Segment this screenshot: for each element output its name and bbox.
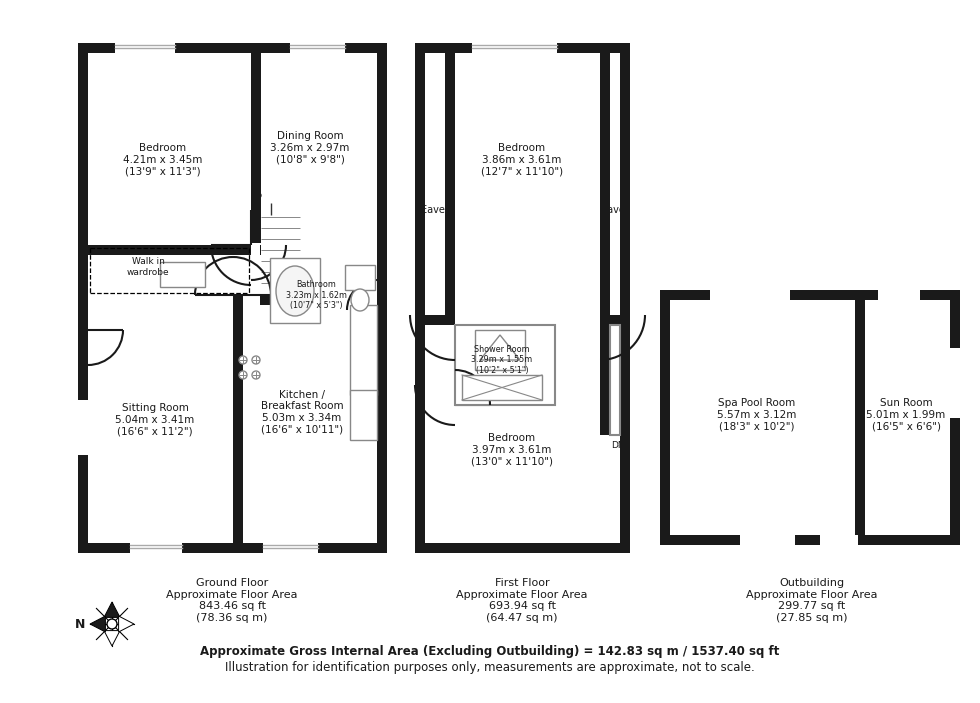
Bar <box>377 43 387 553</box>
Bar <box>740 535 795 545</box>
Text: Eaves: Eaves <box>601 205 629 215</box>
Text: Ground Floor
Approximate Floor Area
843.46 sq ft
(78.36 sq m): Ground Floor Approximate Floor Area 843.… <box>167 578 298 623</box>
Bar <box>660 535 960 545</box>
Text: Spa Pool Room
5.57m x 3.12m
(18'3" x 10'2"): Spa Pool Room 5.57m x 3.12m (18'3" x 10'… <box>717 399 797 432</box>
Text: Approximate Gross Internal Area (Excluding Outbuilding) = 142.83 sq m / 1537.40 : Approximate Gross Internal Area (Excludi… <box>200 645 780 659</box>
Bar <box>261 53 377 245</box>
Bar <box>88 53 251 245</box>
Text: Bedroom
4.21m x 3.45m
(13'9" x 11'3"): Bedroom 4.21m x 3.45m (13'9" x 11'3") <box>123 143 203 176</box>
Bar <box>610 53 620 315</box>
Bar <box>78 400 88 455</box>
Text: Walk in
wardrobe: Walk in wardrobe <box>126 257 170 277</box>
Text: Shower Room
3.29m x 1.55m
(10'2" x 5'1"): Shower Room 3.29m x 1.55m (10'2" x 5'1") <box>471 345 532 375</box>
Bar <box>425 53 445 315</box>
Bar <box>300 205 310 295</box>
Bar <box>660 290 960 300</box>
Circle shape <box>252 356 260 364</box>
Text: Bathroom
3.23m x 1.62m
(10'7" x 5'3"): Bathroom 3.23m x 1.62m (10'7" x 5'3") <box>285 280 347 310</box>
Text: Illustration for identification purposes only, measurements are approximate, not: Illustration for identification purposes… <box>225 662 755 674</box>
Ellipse shape <box>351 289 369 311</box>
Text: DN: DN <box>612 441 625 449</box>
Bar <box>243 305 377 543</box>
Bar <box>115 43 175 53</box>
Text: Sitting Room
5.04m x 3.41m
(16'6" x 11'2"): Sitting Room 5.04m x 3.41m (16'6" x 11'2… <box>116 404 195 437</box>
Bar <box>78 43 387 53</box>
Polygon shape <box>90 616 106 632</box>
Bar <box>260 245 270 350</box>
Bar <box>270 258 320 323</box>
Ellipse shape <box>276 266 314 316</box>
Bar <box>475 330 525 370</box>
Bar <box>820 535 858 545</box>
Circle shape <box>239 356 247 364</box>
Circle shape <box>107 619 117 629</box>
Bar <box>88 305 233 543</box>
Bar <box>233 295 243 553</box>
Bar <box>415 543 630 553</box>
Text: Bedroom
3.97m x 3.61m
(13'0" x 11'10"): Bedroom 3.97m x 3.61m (13'0" x 11'10") <box>471 434 553 467</box>
Bar <box>855 290 865 545</box>
Text: First Floor
Approximate Floor Area
693.94 sq ft
(64.47 sq m): First Floor Approximate Floor Area 693.9… <box>457 578 588 623</box>
Bar <box>600 325 610 435</box>
Bar <box>425 325 455 543</box>
Bar <box>290 43 345 53</box>
Bar <box>670 300 855 535</box>
Bar <box>600 43 610 315</box>
Text: Eaves: Eaves <box>420 205 450 215</box>
Bar <box>472 43 557 53</box>
Text: N: N <box>74 617 85 631</box>
Bar <box>260 340 387 350</box>
Polygon shape <box>119 616 134 632</box>
Bar <box>260 255 261 295</box>
Bar <box>270 350 377 543</box>
Bar <box>263 543 318 553</box>
Text: Dining Room
3.26m x 2.97m
(10'8" x 9'8"): Dining Room 3.26m x 2.97m (10'8" x 9'8") <box>270 131 350 165</box>
Bar <box>78 543 387 553</box>
Bar <box>610 435 620 543</box>
Bar <box>78 43 88 553</box>
Text: UP: UP <box>250 193 262 202</box>
Bar <box>270 255 377 350</box>
Bar <box>660 290 670 545</box>
Bar <box>620 43 630 553</box>
Polygon shape <box>104 631 120 646</box>
Bar <box>415 43 425 553</box>
Bar <box>865 300 950 535</box>
Bar <box>130 543 182 553</box>
Bar <box>345 265 375 290</box>
Bar <box>445 325 455 385</box>
Bar <box>455 53 600 315</box>
Bar <box>350 390 377 440</box>
Bar <box>415 315 630 325</box>
Text: Kitchen /
Breakfast Room
5.03m x 3.34m
(16'6" x 10'11"): Kitchen / Breakfast Room 5.03m x 3.34m (… <box>261 389 343 434</box>
Bar <box>878 290 920 300</box>
Text: Sun Room
5.01m x 1.99m
(16'5" x 6'6"): Sun Room 5.01m x 1.99m (16'5" x 6'6") <box>866 399 946 432</box>
Bar <box>350 305 377 395</box>
Bar <box>445 43 455 315</box>
Circle shape <box>252 371 260 379</box>
Bar <box>251 205 310 215</box>
Bar <box>710 290 790 300</box>
Circle shape <box>239 371 247 379</box>
Text: Outbuilding
Approximate Floor Area
299.77 sq ft
(27.85 sq m): Outbuilding Approximate Floor Area 299.7… <box>746 578 878 623</box>
Bar <box>950 290 960 545</box>
Bar <box>950 348 960 418</box>
Bar <box>455 325 555 405</box>
Bar <box>251 43 261 243</box>
Bar <box>88 255 251 295</box>
Bar <box>462 375 542 400</box>
Bar <box>455 315 600 325</box>
Bar <box>455 325 600 543</box>
Bar <box>261 215 310 295</box>
Bar <box>78 245 251 255</box>
Bar <box>160 262 205 287</box>
Polygon shape <box>104 602 120 617</box>
Bar <box>415 43 630 53</box>
Text: Bedroom
3.86m x 3.61m
(12'7" x 11'10"): Bedroom 3.86m x 3.61m (12'7" x 11'10") <box>481 143 564 176</box>
Bar <box>610 325 620 435</box>
